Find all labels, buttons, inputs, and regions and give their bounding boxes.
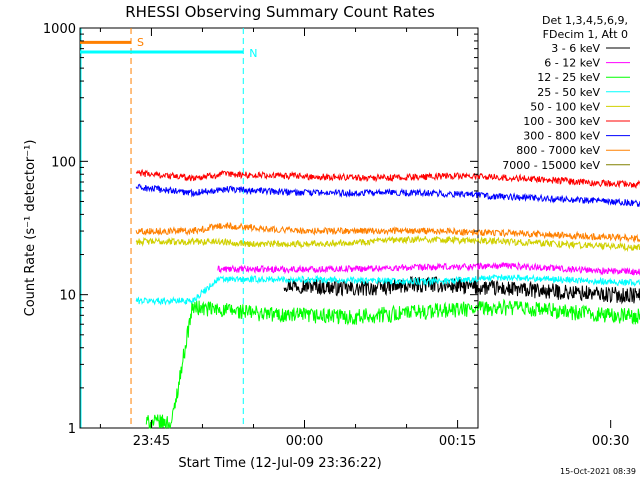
legend-entry-label: 25 - 50 keV: [537, 86, 600, 99]
legend-header-line-1: Det 1,3,4,5,6,9,: [542, 14, 628, 27]
x-tick-label: 00:30: [592, 434, 629, 449]
legend-entry-label: 50 - 100 keV: [530, 100, 600, 113]
y-tick-label: 10: [59, 289, 76, 304]
legend-entry-label: 300 - 800 keV: [523, 130, 600, 143]
x-tick-label: 00:15: [439, 434, 476, 449]
series-line: [217, 261, 640, 276]
series-line: [135, 221, 640, 244]
timestamp: 15-Oct-2021 08:39: [560, 467, 636, 476]
series-line: [283, 275, 640, 305]
series-line: [135, 273, 640, 306]
y-axis-ticks: 1 10 100 1000: [43, 22, 478, 437]
series-line: [145, 298, 640, 430]
series-lines: [135, 168, 640, 430]
legend: Det 1,3,4,5,6,9, FDecim 1, Att 0 3 - 6 k…: [502, 14, 630, 172]
plot-border: [79, 27, 479, 429]
legend-entry-label: 3 - 6 keV: [551, 42, 600, 55]
state-bars: [80, 40, 244, 54]
series-line: [135, 168, 640, 190]
plot-frame: [79, 27, 479, 429]
legend-entry-label: 6 - 12 keV: [544, 57, 600, 70]
annotation-label: N: [249, 47, 257, 60]
chart-title: RHESSI Observing Summary Count Rates: [125, 3, 435, 21]
x-axis-label: Start Time (12-Jul-09 23:36:22): [178, 456, 381, 471]
series-line: [135, 183, 640, 207]
annotation-label: S: [137, 36, 144, 49]
series-line: [135, 234, 640, 253]
x-tick-label: 00:00: [286, 434, 323, 449]
y-tick-label: 1000: [43, 22, 76, 37]
y-axis-label: Count Rate (s⁻¹ detector⁻¹): [23, 140, 38, 317]
y-tick-label: 1: [68, 422, 76, 437]
legend-entry-label: 7000 - 15000 keV: [502, 159, 600, 172]
legend-header-line-2: FDecim 1, Att 0: [543, 28, 628, 41]
legend-entry-label: 800 - 7000 keV: [516, 144, 600, 157]
legend-entry-label: 12 - 25 keV: [537, 71, 600, 84]
y-tick-label: 100: [51, 155, 76, 170]
legend-entry-label: 100 - 300 keV: [523, 115, 600, 128]
annotations: SN: [137, 36, 257, 60]
x-tick-label: 23:45: [133, 434, 170, 449]
